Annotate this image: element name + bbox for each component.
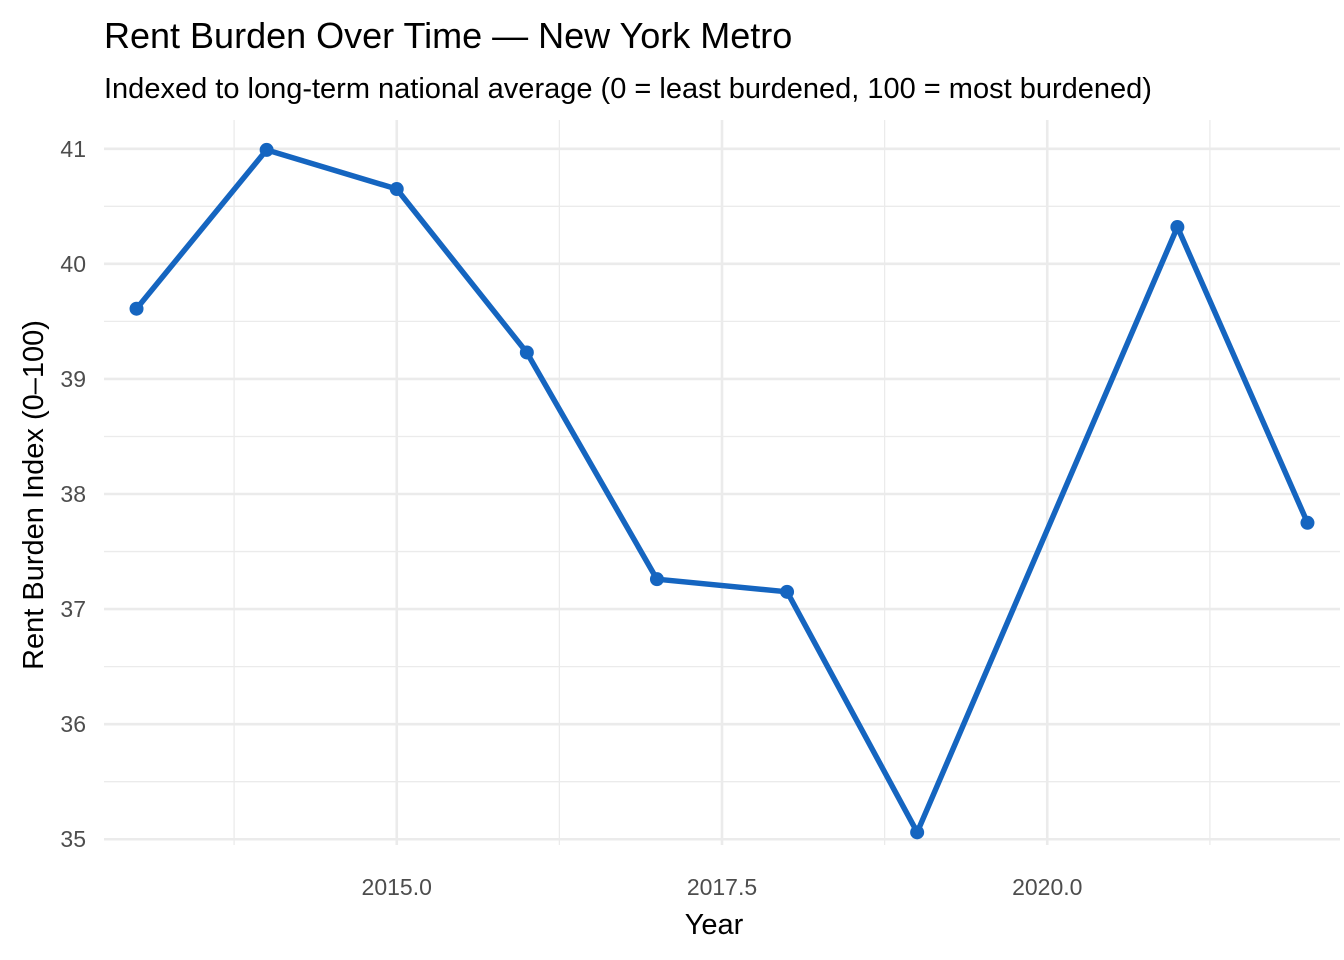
y-axis-title: Rent Burden Index (0–100) — [18, 320, 50, 670]
y-tick-label: 41 — [60, 136, 86, 162]
data-point — [1300, 515, 1315, 530]
y-tick-label: 37 — [60, 596, 86, 622]
x-axis-title: Year — [685, 909, 744, 941]
y-tick-label: 38 — [60, 481, 86, 507]
data-point — [910, 825, 925, 840]
data-series — [129, 142, 1315, 840]
y-tick-label: 40 — [60, 251, 86, 277]
data-point — [519, 345, 534, 360]
y-tick-label: 35 — [60, 826, 86, 852]
y-tick-label: 39 — [60, 366, 86, 392]
data-point — [780, 584, 795, 599]
data-point — [129, 301, 144, 316]
gridlines — [104, 120, 1340, 845]
y-axis-ticks: 35 36 37 38 39 40 41 — [60, 136, 86, 852]
data-point — [649, 572, 664, 587]
chart-title: Rent Burden Over Time — New York Metro — [104, 15, 792, 56]
y-tick-label: 36 — [60, 711, 86, 737]
data-point — [389, 182, 404, 197]
data-point — [1170, 220, 1185, 235]
x-tick-label: 2017.5 — [687, 874, 757, 900]
data-point — [259, 142, 274, 157]
chart-subtitle: Indexed to long-term national average (0… — [104, 73, 1152, 105]
x-tick-label: 2015.0 — [362, 874, 432, 900]
x-axis-ticks: 2015.0 2017.5 2020.0 — [362, 874, 1083, 900]
x-tick-label: 2020.0 — [1012, 874, 1082, 900]
